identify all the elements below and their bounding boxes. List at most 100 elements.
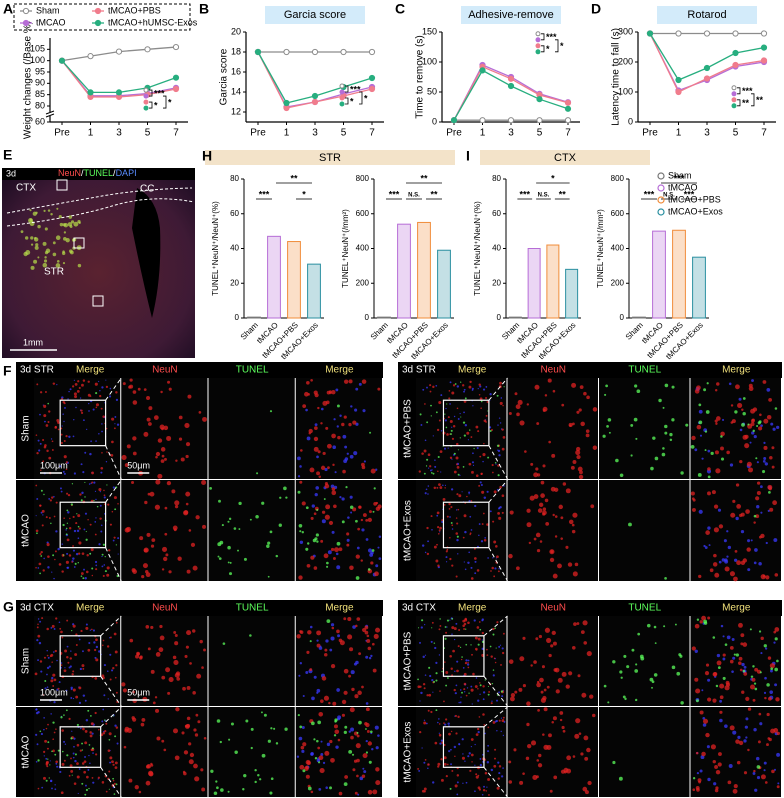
- point: [368, 74, 376, 82]
- cell: [72, 697, 75, 700]
- cell: [89, 523, 92, 526]
- cell: [457, 553, 459, 555]
- signal: [43, 209, 46, 212]
- cell: [47, 402, 49, 405]
- column-label: NeuN: [540, 603, 566, 614]
- cell: [105, 790, 108, 793]
- y-tick-label: 20: [230, 278, 239, 287]
- cell: [488, 691, 491, 693]
- cell: [35, 566, 37, 569]
- cell: [163, 556, 168, 562]
- significance: ***: [674, 173, 685, 183]
- cell: [424, 439, 427, 442]
- cell: [466, 495, 468, 498]
- bar: [247, 316, 261, 319]
- cell: [449, 456, 453, 459]
- cell: [45, 779, 48, 782]
- cell: [701, 615, 707, 621]
- cell: [88, 483, 91, 485]
- cell: [186, 630, 192, 636]
- cell: [741, 408, 744, 411]
- cell: [456, 442, 459, 446]
- cell: [349, 707, 355, 713]
- cell: [554, 535, 558, 538]
- cell: [324, 750, 330, 756]
- cell: [146, 417, 151, 422]
- cell: [710, 744, 716, 750]
- point: [172, 43, 180, 51]
- cell: [495, 545, 498, 548]
- cell: [758, 630, 762, 633]
- cell: [712, 759, 716, 764]
- cell: [491, 700, 493, 702]
- cell: [109, 756, 113, 760]
- cell: [482, 691, 486, 694]
- cell: [38, 641, 42, 645]
- bar: [437, 249, 451, 319]
- cell: [475, 775, 479, 779]
- point: [732, 61, 739, 69]
- bar: [546, 244, 560, 319]
- cell: [555, 689, 560, 694]
- cell: [40, 489, 43, 492]
- cell: [324, 514, 330, 520]
- cell: [498, 506, 501, 510]
- cell: [491, 682, 494, 685]
- cell: [760, 636, 764, 641]
- cell: [463, 691, 466, 693]
- cell: [67, 661, 70, 664]
- cell: [189, 752, 195, 758]
- cell: [452, 649, 455, 653]
- cell: [40, 511, 43, 514]
- cell: [361, 528, 365, 532]
- cell: [326, 742, 331, 747]
- cell: [493, 575, 496, 578]
- cell: [423, 719, 426, 721]
- cell: [354, 694, 359, 699]
- cell: [425, 488, 428, 491]
- cell: [37, 623, 39, 625]
- point: [283, 104, 290, 112]
- cell: [767, 737, 771, 740]
- cell: [754, 687, 758, 691]
- cell: [750, 539, 753, 542]
- cell: [45, 516, 48, 519]
- cell: [99, 490, 101, 493]
- cell: [439, 690, 441, 692]
- cell: [363, 770, 367, 774]
- cell: [346, 538, 350, 542]
- cell: [743, 665, 747, 669]
- cell: [338, 547, 343, 552]
- cell: [548, 440, 552, 444]
- cell: [481, 793, 484, 796]
- cell: [485, 790, 488, 792]
- cell: [771, 446, 775, 450]
- significance: *: [551, 173, 555, 183]
- zoom-box: [442, 635, 485, 677]
- cell: [84, 496, 86, 498]
- cell: [478, 788, 482, 791]
- cell: [114, 416, 117, 418]
- cell: [372, 789, 378, 795]
- micrograph: [121, 707, 208, 797]
- cell: [430, 710, 433, 714]
- cell: [221, 524, 224, 527]
- cell: [725, 680, 730, 685]
- zoom-line: [483, 615, 508, 637]
- cell: [592, 407, 598, 412]
- cell: [768, 398, 772, 402]
- cell: [84, 577, 87, 580]
- cell: [344, 445, 348, 449]
- cell: [73, 529, 77, 533]
- x-tick-label: 1: [480, 128, 486, 139]
- cell: [74, 653, 78, 657]
- cell: [490, 655, 493, 658]
- cell: [114, 676, 117, 679]
- point: [87, 53, 94, 60]
- micrograph: [295, 378, 382, 479]
- cell: [93, 481, 96, 484]
- cell: [305, 765, 309, 770]
- cell: [450, 429, 453, 432]
- cell: [66, 522, 69, 524]
- cell: [182, 770, 186, 774]
